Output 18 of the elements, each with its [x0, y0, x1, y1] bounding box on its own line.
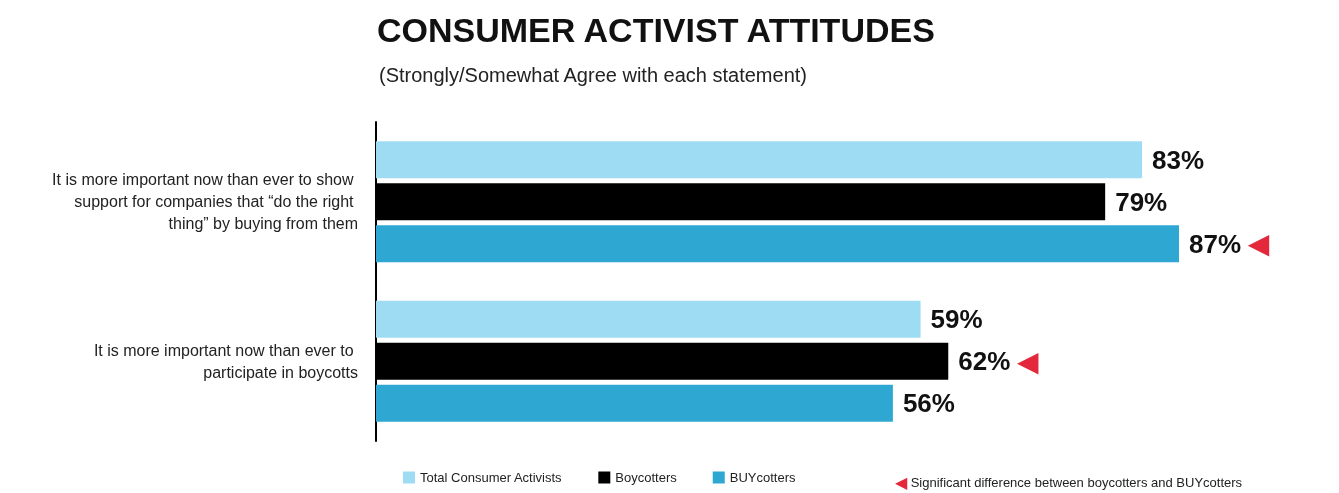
- chart-subtitle: (Strongly/Somewhat Agree with each statement): [379, 64, 807, 86]
- data-label: 62% ◀: [958, 344, 1039, 378]
- bar: [376, 225, 1180, 263]
- legend-label: Total Consumer Activists: [420, 470, 563, 485]
- bar: [376, 141, 1143, 179]
- data-label: 83%: [1152, 144, 1205, 175]
- text: ◀ Significant difference between boycotters and BUYcotters: [895, 472, 1243, 492]
- legend-label: BUYcotters: [729, 470, 796, 485]
- y-tick-label: It is more important now than ever to show support for companies that “do the right thing” by buying from them: [52, 171, 358, 233]
- data-label: 87% ◀: [1189, 227, 1270, 261]
- data-label: 59%: [930, 304, 983, 335]
- bar: [376, 384, 893, 422]
- chart-title: CONSUMER ACTIVIST ATTITUDES: [377, 11, 935, 49]
- data-label: 56%: [902, 388, 955, 419]
- data-label: 79%: [1115, 186, 1168, 217]
- bar: [376, 300, 921, 338]
- y-tick-label: It is more important now than ever to participate in boycotts: [93, 341, 358, 381]
- legend-label: Boycotters: [615, 470, 678, 485]
